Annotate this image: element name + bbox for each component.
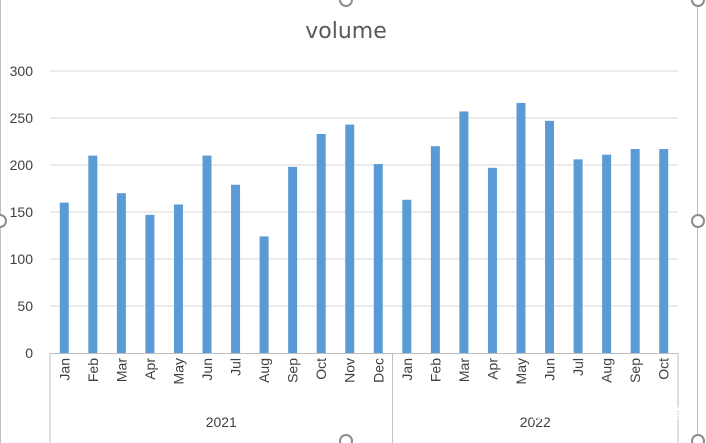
x-tick-label: Oct bbox=[313, 358, 329, 380]
x-axis-labels: Jan Feb Mar Apr May Jun Jul Aug Sep Oct Nov Dec Jan F… bbox=[56, 358, 671, 385]
bar bbox=[259, 236, 269, 353]
x-tick-label: Sep bbox=[285, 358, 301, 383]
y-tick-label: 200 bbox=[10, 157, 34, 173]
x-tick-label: Nov bbox=[342, 358, 358, 383]
y-tick-label: 100 bbox=[10, 251, 34, 267]
bar bbox=[573, 159, 583, 353]
bars bbox=[59, 102, 669, 354]
y-tick-label: 150 bbox=[10, 204, 34, 220]
resize-handle-bottom[interactable] bbox=[339, 434, 353, 443]
bar bbox=[373, 164, 383, 353]
bar bbox=[231, 184, 241, 353]
bar bbox=[602, 154, 612, 353]
bar bbox=[202, 155, 212, 353]
y-tick-label: 300 bbox=[10, 63, 34, 79]
x-tick-label: Apr bbox=[142, 358, 158, 380]
bar bbox=[487, 167, 497, 353]
x-tick-label: Jan bbox=[399, 358, 415, 381]
bar bbox=[630, 149, 640, 353]
bar bbox=[459, 111, 469, 353]
bar bbox=[59, 202, 69, 353]
gridlines bbox=[50, 70, 678, 307]
bar bbox=[659, 149, 669, 353]
bar bbox=[88, 155, 98, 353]
x-tick-label: Jan bbox=[56, 358, 72, 381]
x-tick-label: Jun bbox=[199, 358, 215, 381]
bar bbox=[345, 124, 355, 353]
x-tick-label: Jul bbox=[228, 358, 244, 376]
bar bbox=[145, 214, 155, 353]
x-tick-label: Mar bbox=[113, 358, 129, 382]
x-tick-label: Oct bbox=[656, 358, 672, 380]
resize-handle-top[interactable] bbox=[339, 0, 353, 7]
x-tick-label: Feb bbox=[85, 358, 101, 382]
resize-handle-bottom-right[interactable] bbox=[691, 434, 705, 443]
chart-title: volume bbox=[305, 19, 387, 44]
bar bbox=[173, 204, 183, 353]
bar bbox=[430, 146, 440, 353]
x-tick-label: Aug bbox=[599, 358, 615, 383]
x-axis-groups: 2021 2022 bbox=[49, 353, 679, 443]
x-tick-label: Sep bbox=[627, 358, 643, 383]
watermark: 知乎 @呀抓住一块曲奇 bbox=[531, 405, 686, 423]
x-tick-label: Feb bbox=[427, 358, 443, 382]
bar bbox=[402, 199, 412, 353]
y-tick-label: 0 bbox=[25, 345, 33, 361]
x-tick-label: Aug bbox=[256, 358, 272, 383]
resize-handle-left[interactable] bbox=[0, 214, 7, 228]
resize-handle-top-right[interactable] bbox=[691, 0, 705, 7]
x-tick-label: Jul bbox=[570, 358, 586, 376]
x-tick-label: Mar bbox=[456, 358, 472, 382]
x-tick-label: May bbox=[170, 358, 186, 384]
resize-handle-right[interactable] bbox=[691, 214, 705, 228]
x-tick-label: May bbox=[513, 358, 529, 384]
x-tick-label: Jun bbox=[542, 358, 558, 381]
x-tick-label: Dec bbox=[370, 358, 386, 383]
y-tick-label: 250 bbox=[10, 110, 34, 126]
bar bbox=[288, 166, 298, 353]
bar bbox=[516, 102, 526, 354]
y-axis-ticks: 0 50 100 150 200 250 300 bbox=[10, 63, 34, 361]
x-tick-label: Apr bbox=[484, 358, 500, 380]
bar bbox=[116, 193, 126, 353]
y-tick-label: 50 bbox=[17, 298, 33, 314]
x-group-label: 2022 bbox=[520, 414, 551, 430]
x-group-label: 2021 bbox=[206, 414, 237, 430]
bar bbox=[316, 133, 326, 353]
bar bbox=[545, 120, 555, 353]
